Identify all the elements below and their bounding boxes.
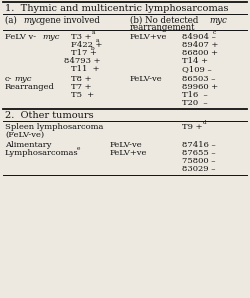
Text: T17 +: T17 + [71, 49, 97, 57]
Text: T14 +: T14 + [182, 57, 208, 65]
Text: T3 +: T3 + [71, 33, 92, 41]
Text: a: a [96, 38, 100, 43]
Text: FeLV+ve: FeLV+ve [130, 33, 168, 41]
Text: rearrangement: rearrangement [130, 23, 196, 32]
Text: Q109 –: Q109 – [182, 65, 212, 73]
Text: 84904 –: 84904 – [182, 33, 216, 41]
Text: T16  –: T16 – [182, 91, 208, 99]
Text: 84793 +: 84793 + [64, 57, 100, 65]
Text: (b) No detected: (b) No detected [130, 16, 201, 25]
Text: d: d [203, 120, 206, 125]
Text: Spleen lymphosarcoma: Spleen lymphosarcoma [5, 123, 103, 131]
Text: 75800 –: 75800 – [182, 157, 216, 165]
Text: T5  +: T5 + [71, 91, 94, 99]
Text: 2.  Other tumours: 2. Other tumours [5, 111, 94, 120]
Text: myc: myc [23, 16, 41, 25]
Text: myc: myc [14, 75, 32, 83]
Text: 89407 +: 89407 + [182, 41, 218, 49]
Text: 87655 –: 87655 – [182, 149, 216, 157]
Text: c-: c- [5, 75, 12, 83]
Text: 86503 –: 86503 – [182, 75, 216, 83]
Text: b: b [91, 46, 94, 51]
Text: 83029 –: 83029 – [182, 165, 216, 173]
Text: T11  +: T11 + [71, 65, 100, 73]
Text: 87416 –: 87416 – [182, 141, 216, 149]
Text: 86800 +: 86800 + [182, 49, 218, 57]
Text: 89960 +: 89960 + [182, 83, 218, 91]
Text: Alimentary: Alimentary [5, 141, 52, 149]
Text: Rearranged: Rearranged [5, 83, 55, 91]
Text: e: e [77, 146, 80, 151]
Text: (FeLV-ve): (FeLV-ve) [5, 131, 44, 139]
Text: a: a [92, 30, 96, 35]
Text: T9 +: T9 + [182, 123, 203, 131]
Text: Lymphosarcomas: Lymphosarcomas [5, 149, 78, 157]
Text: FeLV+ve: FeLV+ve [110, 149, 148, 157]
Text: myc: myc [209, 16, 227, 25]
Text: 1.  Thymic and multicentric lymphosarcomas: 1. Thymic and multicentric lymphosarcoma… [5, 4, 228, 13]
Text: (a): (a) [5, 16, 20, 25]
Text: FeLV v-: FeLV v- [5, 33, 36, 41]
Text: T8 +: T8 + [71, 75, 92, 83]
Text: T7 +: T7 + [71, 83, 92, 91]
Text: gene involved: gene involved [37, 16, 100, 25]
Text: FeLV-ve: FeLV-ve [130, 75, 162, 83]
Text: FeLV-ve: FeLV-ve [110, 141, 142, 149]
Text: T20  –: T20 – [182, 99, 208, 107]
Text: c: c [213, 30, 216, 35]
Text: F422 +: F422 + [71, 41, 102, 49]
Text: myc: myc [42, 33, 60, 41]
